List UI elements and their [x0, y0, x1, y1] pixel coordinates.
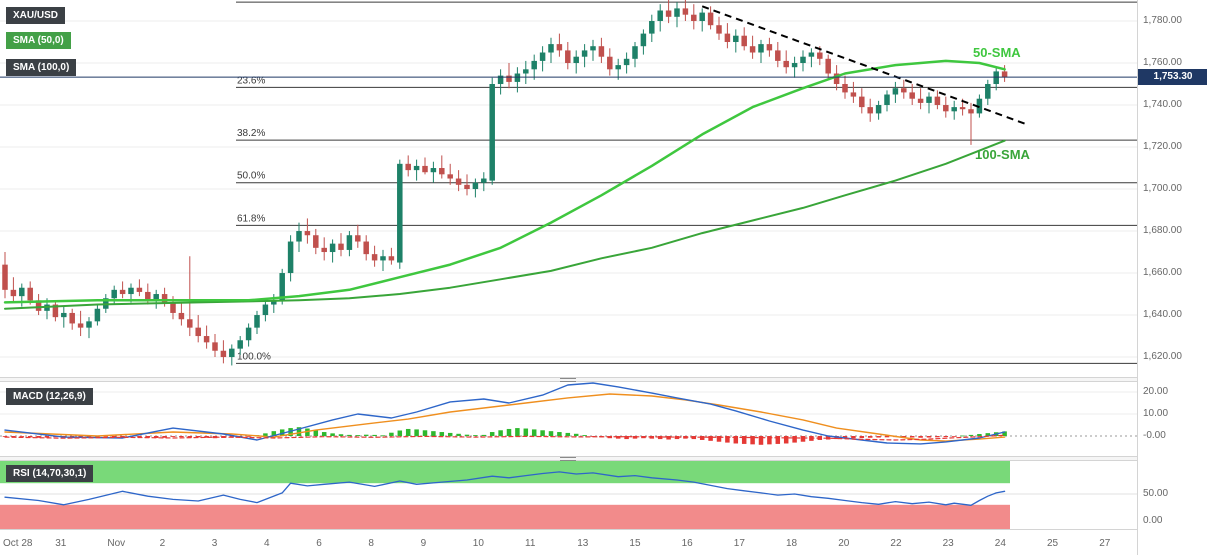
- axis-label: 1,700.00: [1143, 183, 1182, 195]
- sma50-badge[interactable]: SMA (50,0): [6, 32, 71, 49]
- macd-chart[interactable]: [0, 382, 1137, 456]
- date-label: 17: [733, 538, 745, 549]
- date-label: 15: [629, 538, 641, 549]
- symbol-badge[interactable]: XAU/USD: [6, 7, 66, 24]
- price-panel[interactable]: 0.0% 23.6% 38.2% 50.0% 61.8% 100.0% XAU/USD S…: [0, 0, 1137, 377]
- current-price-badge: 1,753.30: [1138, 69, 1207, 86]
- axis-label: 1,680.00: [1143, 225, 1182, 237]
- date-label: 22: [890, 538, 902, 549]
- date-label: 3: [211, 538, 218, 549]
- svg-text:61.8%: 61.8%: [237, 213, 265, 224]
- svg-text:100.0%: 100.0%: [237, 351, 271, 362]
- drag-grip-icon[interactable]: [560, 457, 576, 461]
- date-label: 25: [1047, 538, 1059, 549]
- date-label: 4: [264, 538, 270, 549]
- panel-separator[interactable]: [0, 456, 1137, 461]
- macd-panel[interactable]: MACD (12,26,9): [0, 382, 1137, 456]
- date-label: 20: [838, 538, 850, 549]
- axis-label: 1,760.00: [1143, 57, 1182, 68]
- date-label: 18: [786, 538, 798, 549]
- svg-text:0.0%: 0.0%: [237, 0, 260, 1]
- date-label: 11: [525, 538, 536, 549]
- date-label: 31: [55, 538, 67, 549]
- drag-grip-icon[interactable]: [560, 378, 576, 382]
- axis-label: 0.00: [1143, 515, 1163, 526]
- svg-text:38.2%: 38.2%: [237, 128, 265, 139]
- axis-label: 50.00: [1143, 488, 1169, 499]
- svg-text:23.6%: 23.6%: [237, 75, 265, 86]
- rsi-chart[interactable]: [0, 461, 1137, 529]
- sma100-badge[interactable]: SMA (100,0): [6, 59, 77, 76]
- price-axis[interactable]: 1,753.30 1,780.00 1,760.00 1,740.00 1,720.0…: [1137, 0, 1207, 555]
- date-label: 8: [368, 538, 374, 549]
- sma100-line-label: 100-SMA: [975, 147, 1030, 162]
- axis-label: 1,740.00: [1143, 99, 1182, 110]
- date-label: 10: [472, 538, 484, 549]
- date-label: 27: [1099, 538, 1111, 549]
- date-label: 13: [577, 538, 589, 549]
- axis-label: 20.00: [1143, 386, 1169, 397]
- axis-label: 10.00: [1143, 408, 1169, 419]
- date-label: Oct 28: [3, 538, 33, 549]
- rsi-badge[interactable]: RSI (14,70,30,1): [6, 465, 94, 482]
- panel-separator[interactable]: [0, 377, 1137, 382]
- rsi-panel[interactable]: RSI (14,70,30,1): [0, 461, 1137, 529]
- time-axis[interactable]: Oct 28 31 Nov 2 3 4 6 8 9 10 11 13 15 16 17 18 20 22 23 24 2…: [0, 529, 1207, 555]
- axis-label: 1,780.00: [1143, 15, 1182, 26]
- svg-text:50.0%: 50.0%: [237, 171, 265, 182]
- axis-label: -0.00: [1143, 430, 1166, 441]
- axis-label: 1,660.00: [1143, 267, 1182, 279]
- date-label: 24: [994, 538, 1006, 549]
- sma50-line-label: 50-SMA: [973, 45, 1021, 60]
- axis-label: 1,640.00: [1143, 309, 1182, 321]
- axis-label: 1,720.00: [1143, 141, 1182, 153]
- macd-badge[interactable]: MACD (12,26,9): [6, 388, 93, 405]
- date-label: 6: [316, 538, 322, 549]
- date-label: Nov: [107, 538, 126, 549]
- candlestick-chart[interactable]: 0.0% 23.6% 38.2% 50.0% 61.8% 100.0%: [0, 0, 1137, 377]
- axis-label: 1,620.00: [1143, 351, 1182, 363]
- date-label: 16: [681, 538, 693, 549]
- date-label: 9: [420, 538, 427, 549]
- date-label: 2: [159, 538, 166, 549]
- date-label: 23: [942, 538, 954, 549]
